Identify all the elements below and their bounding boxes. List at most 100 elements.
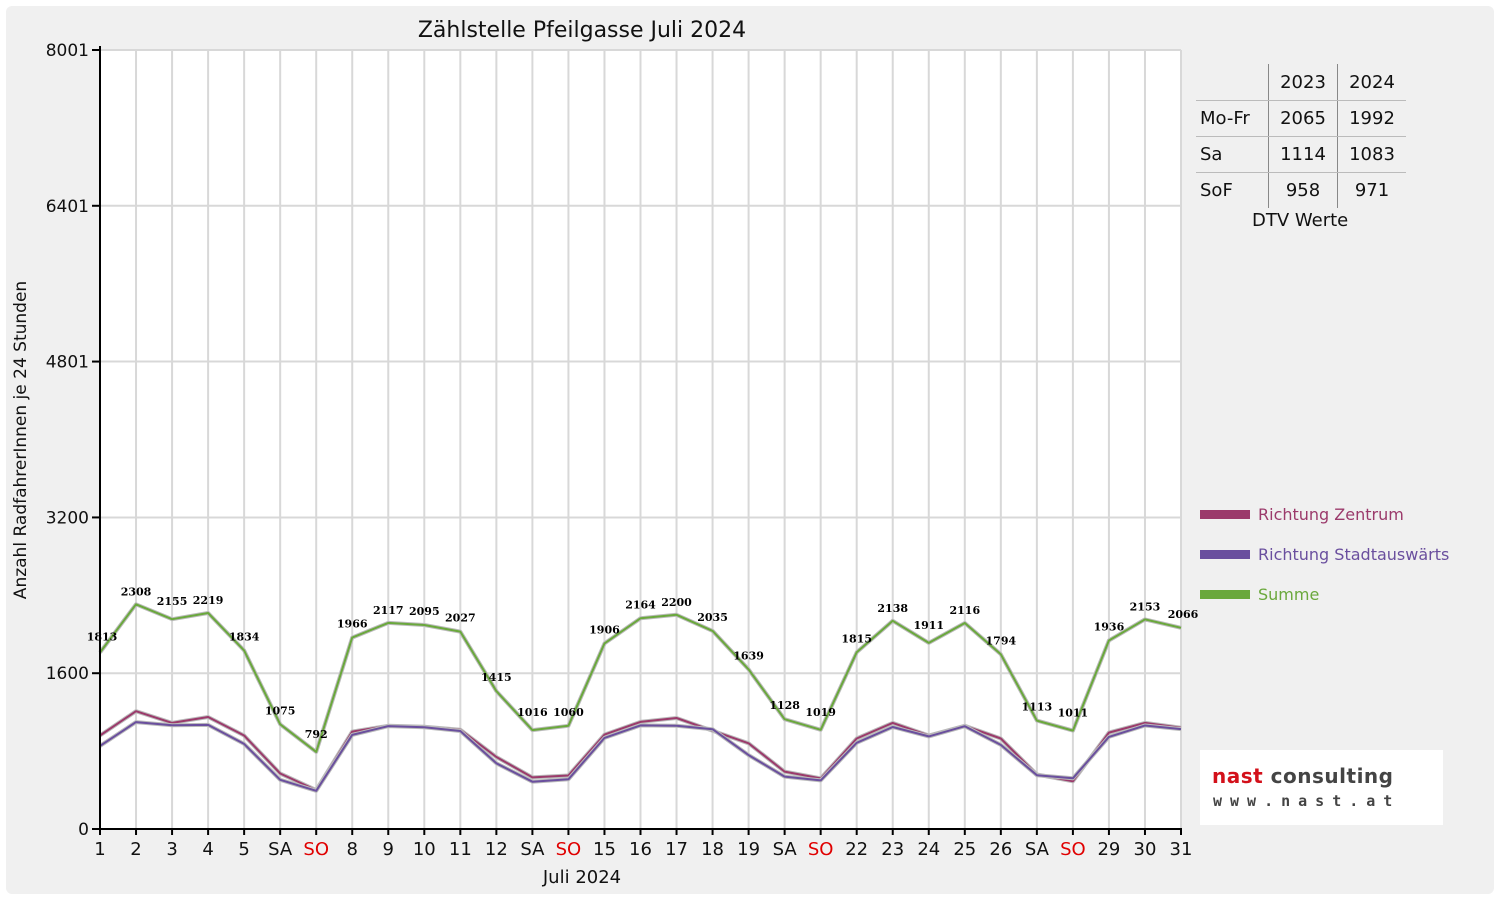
data-label: 2116 [949,604,980,617]
logo-url: www.nast.at [1213,792,1401,810]
series-line-stadtauswaerts [99,721,1182,792]
x-tick-label: 2 [130,839,141,860]
data-label: 2155 [157,595,188,608]
dtv-value-2023: 958 [1268,172,1338,208]
chart-title: Zählstelle Pfeilgasse Juli 2024 [418,18,746,43]
x-tick-label: 17 [665,839,688,860]
x-tick-label: SA [1025,839,1050,860]
x-tick-label: 12 [485,839,508,860]
data-label: 1075 [265,704,296,717]
x-tick-label: 9 [383,839,394,860]
legend-item-summe: Summe [1200,574,1449,614]
y-tick-label: 6401 [46,197,89,217]
dtv-value-2023: 2065 [1268,100,1338,137]
y-tick-label: 4801 [46,353,89,373]
x-tick-label: SO [808,839,834,860]
logo-name: nast consulting [1212,764,1393,788]
x-tick-label: SO [303,839,329,860]
data-label: 1906 [589,623,620,636]
grid-lines [100,49,1182,829]
data-label: 2153 [1130,600,1161,613]
dtv-header-2024: 2024 [1337,64,1406,101]
series-line-summe [99,603,1182,753]
data-label: 2035 [697,611,728,624]
data-label: 2027 [445,612,476,625]
data-label: 1936 [1094,621,1125,634]
data-label: 1128 [769,699,800,712]
data-label: 1639 [733,649,764,662]
y-axis-label: Anzahl RadfahrerInnen je 24 Stunden [11,281,31,599]
series-lines [98,602,1182,793]
legend-label: Summe [1258,584,1320,604]
x-axis-label: Juli 2024 [542,867,621,888]
legend-swatch [1200,589,1250,599]
x-tick-label: 26 [989,839,1012,860]
y-tick-label: 1600 [46,664,89,684]
x-tick-label: 24 [917,839,940,860]
x-tick-label: SA [773,839,798,860]
logo-name-part1: nast [1212,764,1264,788]
series-line-zentrum [99,710,1182,792]
dtv-row-label: SoF [1200,180,1233,201]
data-label: 1815 [841,632,872,645]
dtv-row-sof: SoF 958 971 [1196,172,1406,208]
dtv-header-2023: 2023 [1268,64,1338,101]
dtv-value-2024: 971 [1337,172,1406,208]
x-tick-label: 16 [629,839,652,860]
legend-item-stadtauswaerts: Richtung Stadtauswärts [1200,534,1449,574]
x-tick-label: 18 [701,839,724,860]
x-tick-label: 25 [953,839,976,860]
x-tick-label: 1 [94,839,105,860]
data-label: 1813 [87,630,118,643]
y-axis-ticks: 0 1600 3200 4801 6401 8001 [46,41,100,840]
x-tick-label: SO [556,839,582,860]
data-label: 2138 [877,602,908,615]
data-label: 1060 [553,706,584,719]
x-tick-label: 30 [1134,839,1157,860]
x-tick-label: 8 [347,839,358,860]
x-axis-ticks: 1 2 3 4 5 SA SO 8 9 10 11 12 SA SO 15 16 17 18 19 SA SO 22 23 2… [94,829,1192,860]
data-label: 1011 [1058,707,1089,720]
legend-label: Richtung Zentrum [1258,504,1404,524]
x-tick-label: 23 [881,839,904,860]
dtv-caption: DTV Werte [1252,210,1349,231]
x-tick-label: 10 [413,839,436,860]
y-tick-label: 0 [78,820,89,840]
x-tick-label: 5 [238,839,249,860]
x-tick-label: SO [1060,839,1086,860]
dtv-header-empty [1196,64,1269,101]
data-label: 2066 [1168,608,1199,621]
dtv-row-label: Mo-Fr [1196,100,1269,137]
dtv-value-2023: 1114 [1268,136,1338,173]
data-label: 1911 [913,619,944,632]
legend-item-zentrum: Richtung Zentrum [1200,494,1449,534]
dtv-header-row: 2023 2024 [1196,64,1406,101]
dtv-value-2024: 1992 [1337,100,1406,137]
legend-swatch [1200,549,1250,559]
x-tick-label: SA [268,839,293,860]
data-label: 2164 [625,598,656,611]
x-tick-label: 15 [593,839,616,860]
data-label: 1834 [229,630,260,643]
data-label: 1966 [337,618,368,631]
data-labels: 1813 2308 2155 2219 1834 1075 792 1966 2117 2095 2… [87,585,1199,741]
data-label: 1415 [481,671,512,684]
x-tick-label: 11 [449,839,472,860]
data-label: 1019 [805,706,836,719]
data-label: 1794 [986,634,1017,647]
dtv-row-label: Sa [1196,136,1269,173]
x-tick-label: 19 [737,839,760,860]
dtv-table: 2023 2024 Mo-Fr 2065 1992 Sa 1114 1083 S… [1196,64,1406,208]
data-label: 792 [305,728,328,741]
data-label: 1016 [517,706,548,719]
y-tick-label: 3200 [46,508,89,528]
company-logo[interactable]: nast consulting www.nast.at [1200,750,1443,825]
chart-legend: Richtung Zentrum Richtung Stadtauswärts … [1200,494,1449,614]
x-tick-label: 31 [1170,839,1193,860]
data-label: 2117 [373,604,404,617]
x-tick-label: SA [520,839,545,860]
legend-label: Richtung Stadtauswärts [1258,544,1450,564]
data-label: 2308 [121,585,152,598]
dtv-row-sa: Sa 1114 1083 [1196,136,1406,173]
data-label: 1113 [1022,701,1053,714]
